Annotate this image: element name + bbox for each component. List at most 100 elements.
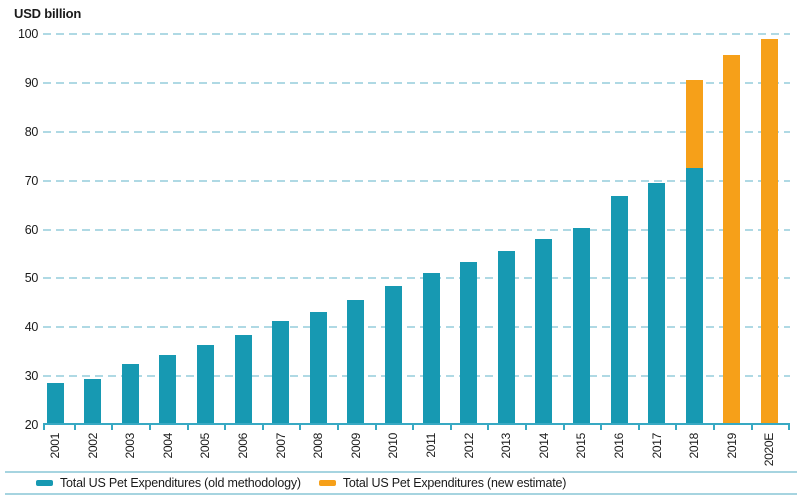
axis-tick-4	[186, 425, 189, 430]
axis-tick-15	[600, 425, 603, 430]
axis-tick-19	[750, 425, 753, 430]
x-axis-label-2009: 2009	[348, 433, 363, 459]
bar-segment-old-2003	[121, 364, 139, 425]
x-axis-label-2017: 2017	[649, 433, 664, 459]
axis-tick-2	[111, 425, 114, 430]
bar-segment-new-2019	[723, 55, 741, 425]
x-axis-label-2006: 2006	[236, 433, 250, 459]
y-axis-label-50: 50	[24, 271, 39, 286]
gridline-30	[43, 375, 790, 378]
x-axis-label-2003: 2003	[123, 433, 138, 459]
bar-2012	[460, 34, 478, 425]
legend-label-old-methodology: Total US Pet Expenditures (old methodolo…	[60, 476, 301, 490]
gridline-100	[43, 33, 790, 35]
axis-tick-12	[487, 425, 490, 430]
gridline-40	[43, 326, 790, 329]
legend-label-new-estimate: Total US Pet Expenditures (new estimate)	[342, 476, 567, 490]
x-axis-label-2005: 2005	[198, 433, 213, 459]
y-axis-label-70: 70	[24, 173, 39, 188]
bar-2014	[535, 34, 553, 425]
axis-tick-13	[525, 425, 527, 430]
bar-2003	[121, 34, 139, 425]
x-axis-label-2011: 2011	[424, 433, 438, 458]
y-axis-label-80: 80	[24, 124, 39, 139]
bar-2004	[159, 34, 177, 425]
axis-tick-0	[43, 425, 45, 430]
bar-2007	[272, 34, 290, 425]
bar-2013	[497, 34, 515, 425]
axis-tick-5	[224, 425, 227, 430]
y-axis-label-30: 30	[24, 369, 39, 384]
y-axis-label-100: 100	[18, 27, 38, 41]
bar-segment-old-2016	[610, 196, 628, 425]
bar-2016	[610, 34, 628, 425]
bar-segment-old-2013	[497, 250, 515, 425]
y-axis-unit-label: USD billion	[14, 6, 82, 21]
bar-segment-old-2008	[309, 311, 327, 425]
bar-2005	[196, 34, 214, 425]
bar-2011	[422, 34, 440, 425]
bar-2006	[234, 34, 252, 425]
y-axis-label-60: 60	[24, 222, 39, 237]
gridline-80	[43, 130, 790, 133]
bar-2017	[648, 34, 666, 425]
bar-2010	[384, 34, 402, 425]
bar-segment-old-2018	[685, 167, 703, 425]
x-axis-label-2020E: 2020E	[762, 433, 777, 467]
legend-swatch-old-methodology	[36, 480, 53, 486]
bar-2001	[46, 34, 64, 425]
bar-segment-old-2006	[234, 334, 252, 425]
bar-segment-old-2002	[84, 378, 102, 425]
x-axis-label-2008: 2008	[311, 433, 326, 459]
x-axis-label-2019: 2019	[724, 433, 739, 459]
y-axis-label-40: 40	[24, 320, 39, 335]
axis-tick-1	[73, 425, 76, 430]
axis-tick-18	[713, 425, 715, 430]
gridline-90	[43, 81, 790, 84]
y-axis-label-90: 90	[24, 75, 39, 90]
legend-swatch-new-estimate	[318, 480, 336, 486]
bar-segment-old-2014	[535, 239, 553, 425]
x-axis-label-2007: 2007	[273, 433, 288, 459]
bar-segment-old-2010	[384, 286, 402, 425]
bar-segment-old-2017	[648, 183, 666, 425]
axis-tick-17	[675, 425, 678, 430]
bar-segment-old-2012	[460, 262, 478, 425]
axis-tick-20	[788, 425, 790, 430]
axis-tick-14	[562, 425, 565, 430]
axis-tick-16	[637, 425, 640, 430]
legend: Total US Pet Expenditures (old methodolo…	[5, 471, 797, 495]
x-axis-label-2004: 2004	[160, 433, 175, 459]
bar-2015	[572, 34, 590, 425]
axis-tick-7	[299, 425, 302, 430]
gridline-60	[43, 228, 790, 231]
x-axis-line	[43, 423, 790, 425]
x-axis-label-2014: 2014	[536, 433, 551, 459]
axis-tick-8	[337, 425, 339, 430]
bar-2018	[685, 34, 703, 425]
x-axis-label-2012: 2012	[461, 433, 476, 459]
axis-tick-10	[412, 425, 415, 430]
bar-2009	[347, 34, 365, 425]
gridline-70	[43, 179, 790, 182]
bar-segment-old-2007	[272, 321, 290, 425]
bar-segment-old-2001	[46, 383, 64, 425]
bar-2020E	[760, 34, 778, 425]
bar-segment-old-2004	[159, 354, 177, 425]
gridline-50	[43, 277, 790, 280]
axis-tick-9	[374, 425, 377, 430]
bar-2019	[723, 34, 741, 425]
y-axis-label-20: 20	[24, 418, 39, 432]
bar-2002	[84, 34, 102, 425]
bar-segment-old-2005	[196, 345, 214, 425]
axis-tick-6	[261, 425, 264, 430]
x-axis-label-2001: 2001	[48, 433, 62, 459]
bar-segment-old-2009	[347, 300, 365, 425]
bar-segment-new-2018	[685, 80, 703, 168]
x-axis-label-2015: 2015	[574, 433, 589, 459]
x-axis-label-2013: 2013	[499, 433, 514, 459]
x-axis-label-2002: 2002	[85, 433, 100, 459]
plot-area: 20 30 40 50 60 70 80 90 100 2001 2002 2003 2004 2005 2…	[18, 27, 790, 466]
x-axis-label-2010: 2010	[386, 433, 401, 459]
